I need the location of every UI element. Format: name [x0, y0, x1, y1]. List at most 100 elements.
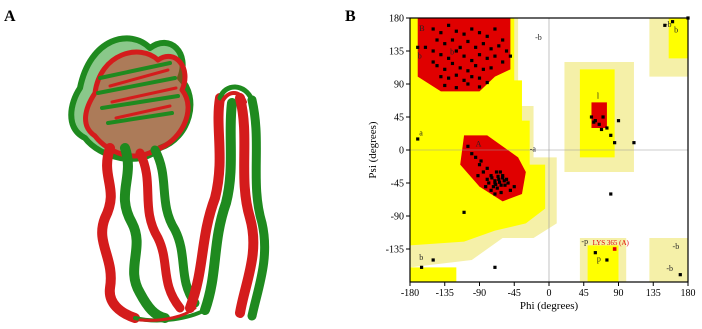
- region-label: b: [674, 26, 678, 35]
- residue-point: [450, 38, 455, 42]
- residue-point: [485, 34, 489, 38]
- residue-point: [497, 180, 502, 184]
- residue-point: [506, 181, 510, 185]
- red-right-helix-down: [235, 93, 259, 318]
- residue-point: [605, 126, 609, 130]
- protein-ribbon-image: [68, 35, 270, 323]
- green-sheet-strands: [96, 61, 180, 125]
- x-tick-label: 135: [646, 288, 661, 299]
- residue-point: [497, 44, 501, 48]
- y-tick-label: 135: [389, 47, 404, 58]
- y-tick-label: -90: [391, 212, 404, 223]
- residue-point: [470, 75, 474, 79]
- residue-point: [462, 54, 466, 58]
- residue-point: [499, 190, 503, 195]
- residue-point: [632, 141, 636, 145]
- residue-point: [487, 181, 491, 185]
- residue-point: [431, 60, 435, 64]
- residue-point: [474, 155, 478, 159]
- region-label: -b: [666, 264, 673, 273]
- residue-point: [447, 76, 451, 80]
- x-tick-label: 45: [579, 288, 589, 299]
- residue-point: [458, 66, 462, 70]
- residue-point: [416, 137, 420, 141]
- residue-point: [447, 23, 451, 27]
- residue-point: [497, 177, 501, 181]
- residue-point: [501, 38, 505, 42]
- residue-point: [443, 83, 447, 88]
- x-axis-label: Phi (degrees): [520, 300, 579, 312]
- residue-point: [593, 251, 597, 255]
- x-tick-label: 180: [681, 288, 696, 299]
- y-axis-label: Psi (degrees): [367, 121, 379, 178]
- allowed-region-bottom-mid: [587, 245, 619, 282]
- residue-point: [431, 258, 435, 262]
- residue-point: [423, 45, 428, 49]
- x-tick-label: -180: [401, 288, 419, 299]
- residue-point: [499, 183, 503, 187]
- residue-point: [493, 54, 497, 58]
- residue-point: [512, 185, 516, 189]
- residue-point: [466, 39, 470, 44]
- residue-point: [663, 23, 667, 27]
- residue-point: [447, 56, 451, 60]
- residue-point: [479, 159, 483, 163]
- residue-point: [443, 67, 447, 71]
- residue-point: [491, 185, 495, 189]
- residue-point: [416, 45, 420, 49]
- residue-point: [470, 27, 474, 31]
- residue-point: [462, 78, 466, 82]
- outlier-label: LYS 365 (A): [593, 239, 630, 247]
- residue-point: [466, 82, 470, 86]
- region-label: b: [418, 51, 422, 60]
- residue-point: [466, 144, 470, 148]
- residue-point: [605, 258, 609, 262]
- residue-point: [501, 174, 505, 178]
- residue-point: [474, 64, 478, 68]
- residue-point: [454, 29, 458, 33]
- residue-point: [477, 163, 482, 167]
- residue-point: [431, 27, 435, 31]
- residue-point: [501, 176, 505, 180]
- residue-point: [443, 42, 447, 46]
- residue-point: [592, 120, 596, 124]
- residue-point: [454, 49, 458, 53]
- green-right-helix-down: [247, 95, 270, 321]
- region-label: -a: [530, 144, 537, 153]
- x-tick-label: 0: [547, 288, 552, 299]
- residue-point: [485, 166, 489, 170]
- bottom-loop-red: [138, 306, 197, 322]
- residue-point: [490, 176, 494, 180]
- residue-point: [493, 192, 497, 196]
- residue-point: [450, 61, 455, 66]
- residue-point: [462, 210, 466, 214]
- helix-hairpin-loop-red: [220, 91, 247, 104]
- x-tick-label: -90: [473, 288, 486, 299]
- residue-point: [489, 66, 493, 70]
- residue-point: [670, 20, 675, 24]
- residue-point: [493, 179, 497, 183]
- red-right-helix-up: [185, 93, 225, 313]
- y-tick-label: -45: [391, 179, 404, 190]
- residue-point: [589, 115, 594, 119]
- green-left-helix: [119, 143, 170, 323]
- residue-point: [498, 170, 502, 174]
- residue-point: [470, 152, 474, 156]
- region-label: B: [419, 24, 424, 33]
- residue-point: [508, 188, 512, 192]
- residue-point: [481, 170, 485, 174]
- residue-point: [504, 177, 509, 181]
- residue-point: [493, 265, 497, 269]
- residue-point: [503, 183, 507, 187]
- residue-point: [481, 42, 485, 46]
- residue-point: [484, 185, 488, 189]
- y-tick-label: 0: [399, 146, 404, 157]
- plot-axes: -180 -135 -90 -45 0 45 90 135 180 180 135 90 45 0 -45 -…: [367, 14, 696, 313]
- residue-point: [485, 177, 489, 181]
- residue-point: [494, 182, 498, 187]
- allowed-region-top-right: [668, 18, 688, 59]
- red-sheet-strands: [108, 68, 178, 120]
- residue-point: [504, 49, 509, 53]
